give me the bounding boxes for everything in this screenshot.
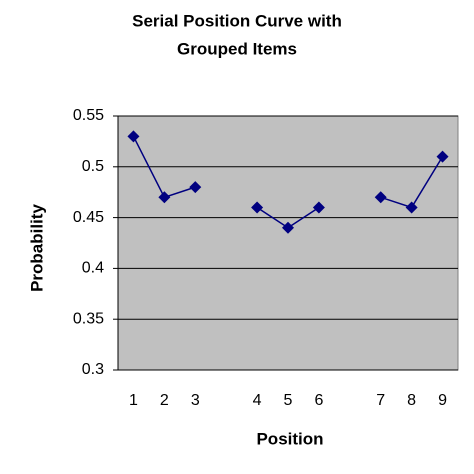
marker <box>436 150 449 163</box>
y-tick-label: 0.4 <box>82 260 104 277</box>
y-tick-label: 0.55 <box>73 107 104 124</box>
y-axis-label: Probability <box>27 204 46 292</box>
marker <box>405 201 418 214</box>
x-tick-label: 5 <box>284 392 293 409</box>
x-tick-label: 8 <box>407 392 416 409</box>
marker <box>374 191 387 204</box>
x-tick-label: 4 <box>253 392 262 409</box>
marker <box>282 221 294 234</box>
y-tick-label: 0.45 <box>73 209 104 226</box>
x-tick-label: 3 <box>191 392 200 409</box>
marker <box>158 191 171 204</box>
chart-title: Grouped Items <box>177 39 297 58</box>
x-tick-label: 1 <box>129 392 138 409</box>
marker <box>251 201 264 214</box>
y-tick-label: 0.35 <box>73 310 104 327</box>
x-axis-label: Position <box>256 429 323 448</box>
y-tick-label: 0.5 <box>82 158 104 175</box>
chart-title: Serial Position Curve with <box>132 11 342 30</box>
x-tick-label: 9 <box>438 392 447 409</box>
plot-area <box>117 115 459 371</box>
x-tick-label: 2 <box>160 392 169 409</box>
marker <box>189 181 202 194</box>
y-tick-label: 0.3 <box>82 361 104 378</box>
x-tick-label: 7 <box>376 392 385 409</box>
marker <box>312 201 325 214</box>
x-tick-label: 6 <box>314 392 323 409</box>
marker <box>127 130 140 143</box>
